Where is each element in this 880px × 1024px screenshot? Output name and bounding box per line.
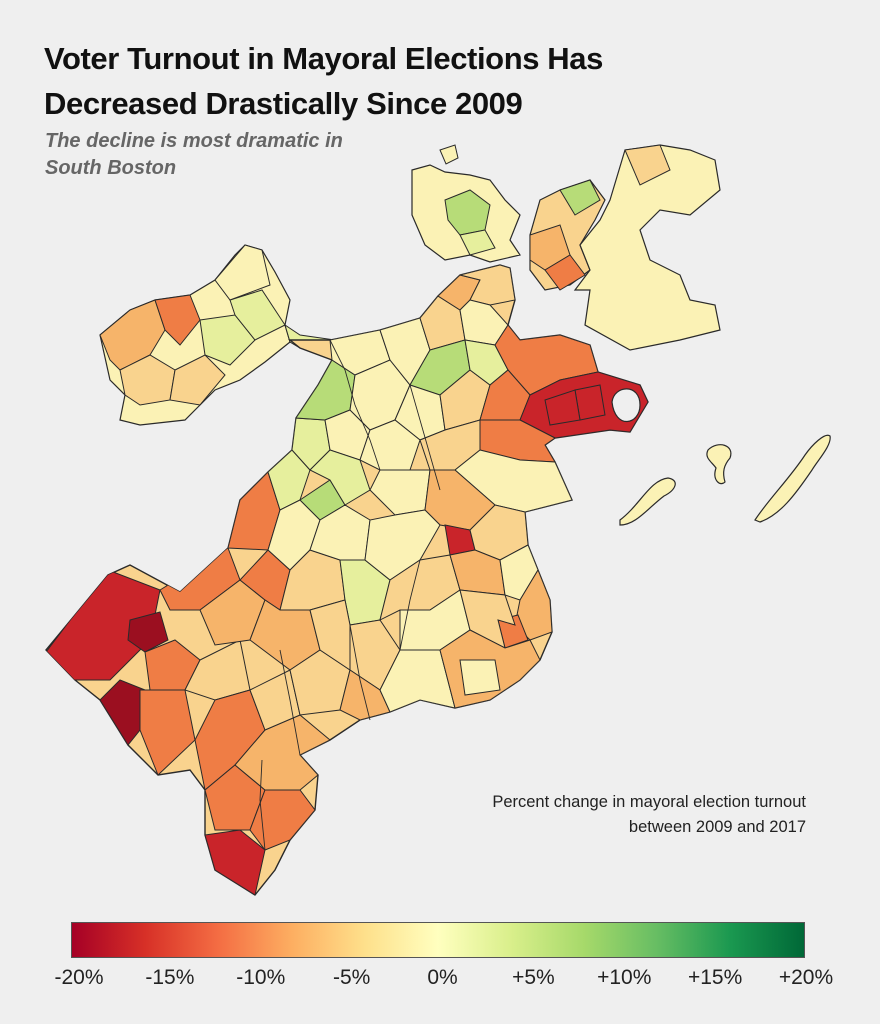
east-boston-precinct [544,254,586,291]
charlestown-pier [439,144,459,165]
charlestown-precinct [459,229,496,256]
scale-tick-label: +5% [512,966,555,989]
brighton-precinct [169,354,226,406]
map-title: Voter Turnout in Mayoral Elections Has D… [44,36,824,126]
north-end-precinct [459,265,516,306]
harbor-island [706,444,732,485]
hyde-park-precinct [234,714,331,791]
south-boston-precinct [544,389,581,426]
brighton-precinct [154,294,201,346]
legend-title-line-1: Percent change in mayoral election turno… [492,793,806,811]
subtitle-line-1: The decline is most dramatic in [45,130,343,152]
color-scale-ticks: -20% -15% -10% -5% 0% +5% +10% +15% +20% [0,966,880,996]
scale-tick-label: -20% [54,966,104,989]
scale-tick-label: -5% [332,966,371,989]
map-subtitle: The decline is most dramatic in South Bo… [45,128,445,182]
scale-tick-label: -15% [145,966,195,989]
west-roxbury-precinct [127,611,169,653]
harbor-island [619,477,676,526]
harbor-island [754,434,831,523]
east-boston-precinct [559,179,601,216]
subtitle-line-2: South Boston [45,157,177,179]
allston-precinct [199,314,256,366]
scale-tick-label: +20% [778,966,834,989]
color-scale-bar [71,922,805,958]
allston-precinct [214,244,271,301]
scale-tick-label: +15% [687,966,743,989]
title-line-2: Decreased Drastically Since 2009 [44,86,523,121]
castle-island-pond [611,388,641,422]
brighton-precinct [99,299,166,371]
street-boundaries [259,339,441,851]
scale-tick-label: -10% [236,966,286,989]
mainland-precincts [46,265,648,895]
logan-airport-region [573,144,721,351]
scale-tick-label: +10% [597,966,652,989]
legend-title: Percent change in mayoral election turno… [492,790,806,840]
west-roxbury-precinct [139,689,196,776]
scale-tick-label: 0% [427,966,458,989]
legend-title-line-2: between 2009 and 2017 [628,818,806,836]
title-line-1: Voter Turnout in Mayoral Elections Has [44,41,603,76]
dorchester-precinct [459,659,501,696]
allston-precinct [229,289,286,341]
east-boston-precinct [624,144,671,186]
